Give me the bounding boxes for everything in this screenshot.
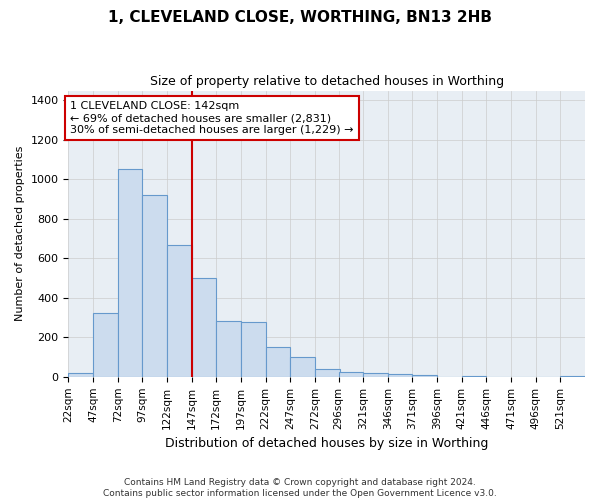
Bar xyxy=(412,375,437,377)
Y-axis label: Number of detached properties: Number of detached properties xyxy=(15,146,25,322)
Bar xyxy=(266,347,290,377)
Bar xyxy=(241,322,266,377)
Bar xyxy=(560,376,585,377)
Text: 1, CLEVELAND CLOSE, WORTHING, BN13 2HB: 1, CLEVELAND CLOSE, WORTHING, BN13 2HB xyxy=(108,10,492,25)
Title: Size of property relative to detached houses in Worthing: Size of property relative to detached ho… xyxy=(149,75,504,88)
Bar xyxy=(68,373,93,377)
Text: 1 CLEVELAND CLOSE: 142sqm
← 69% of detached houses are smaller (2,831)
30% of se: 1 CLEVELAND CLOSE: 142sqm ← 69% of detac… xyxy=(70,102,354,134)
Bar xyxy=(191,278,216,377)
X-axis label: Distribution of detached houses by size in Worthing: Distribution of detached houses by size … xyxy=(165,437,488,450)
Bar xyxy=(462,376,487,377)
Bar xyxy=(290,357,315,377)
Bar xyxy=(338,372,363,377)
Bar xyxy=(388,374,412,377)
Bar xyxy=(93,312,118,377)
Bar xyxy=(118,168,142,377)
Bar xyxy=(167,244,191,377)
Text: Contains HM Land Registry data © Crown copyright and database right 2024.
Contai: Contains HM Land Registry data © Crown c… xyxy=(103,478,497,498)
Bar xyxy=(363,374,388,377)
Bar xyxy=(216,320,241,377)
Bar xyxy=(315,368,340,377)
Bar xyxy=(142,195,167,377)
